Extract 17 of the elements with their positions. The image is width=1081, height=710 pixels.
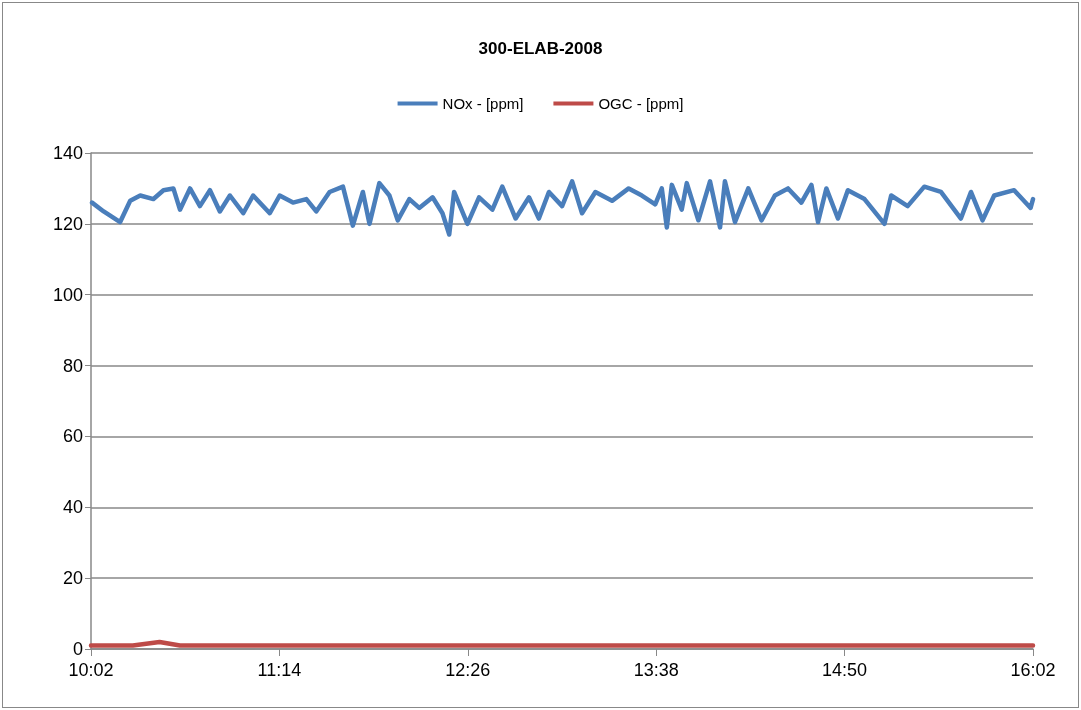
x-tick-label: 14:50 — [822, 660, 868, 680]
y-tick-label: 140 — [52, 143, 83, 163]
chart-title: 300-ELAB-2008 — [478, 39, 603, 58]
y-tick-label: 60 — [62, 426, 83, 447]
y-tick-label: 0 — [72, 639, 83, 659]
x-tick-label: 16:02 — [1010, 660, 1056, 680]
x-tick-label: 12:26 — [445, 660, 491, 680]
y-tick-label: 40 — [62, 497, 83, 518]
y-tick-label: 120 — [52, 213, 83, 234]
y-tick-label: 20 — [62, 568, 83, 589]
legend-label: NOx - [ppm] — [442, 95, 524, 112]
x-tick-label: 13:38 — [633, 660, 679, 680]
x-tick-label: 10:02 — [68, 660, 114, 680]
y-tick-label: 80 — [62, 355, 83, 376]
x-tick-label: 11:14 — [257, 660, 302, 680]
legend-label: OGC - [ppm] — [598, 95, 684, 112]
y-tick-label: 100 — [52, 284, 83, 305]
